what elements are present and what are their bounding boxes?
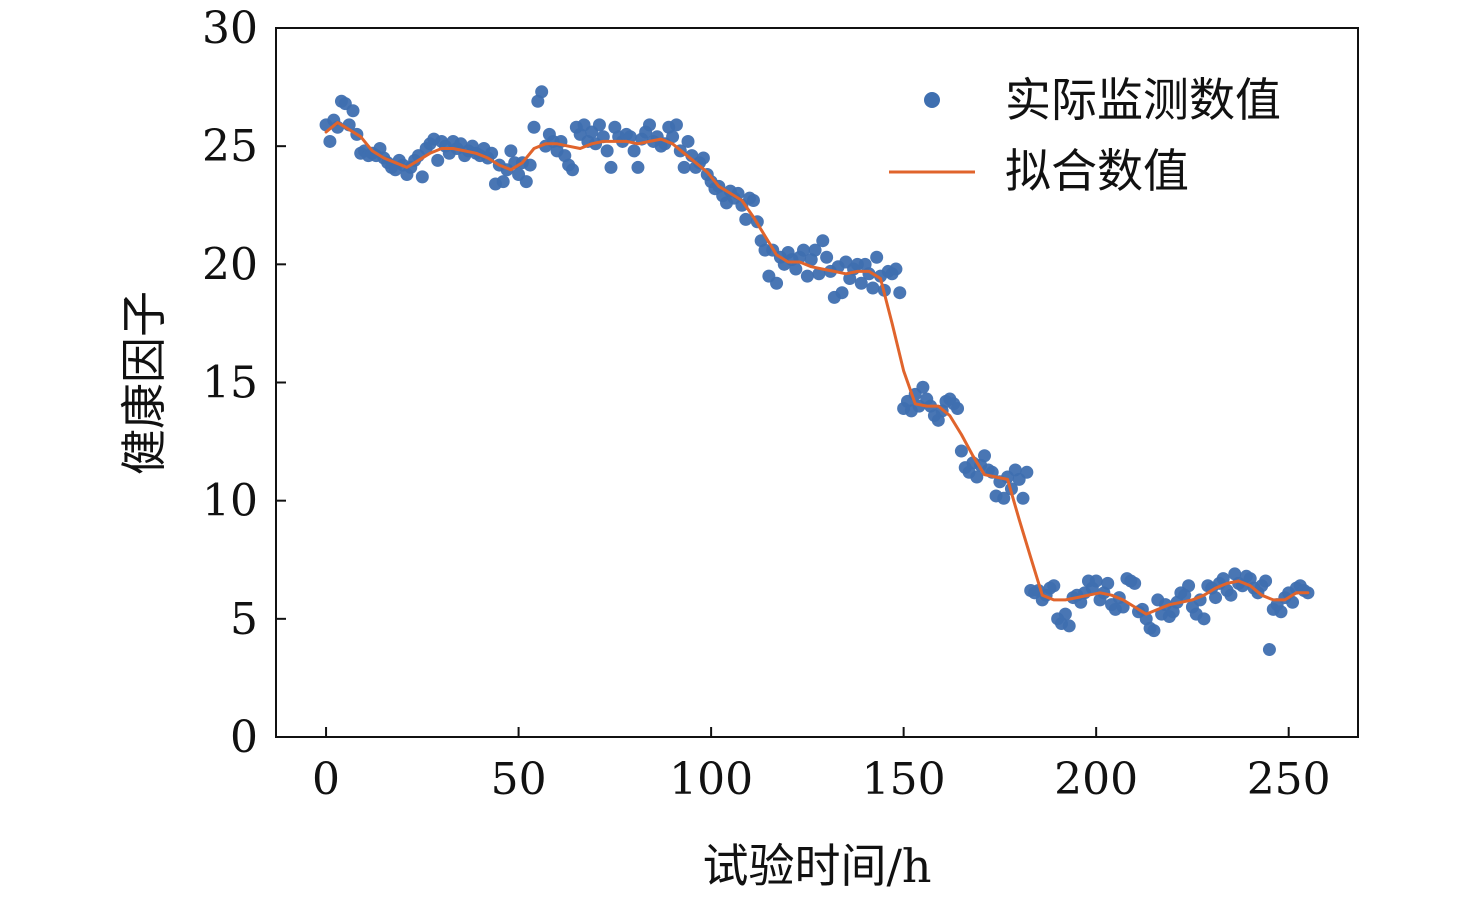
scatter-point <box>535 85 549 99</box>
scatter-point <box>951 401 965 415</box>
legend-scatter-marker <box>924 92 940 108</box>
scatter-point <box>866 281 880 295</box>
scatter-point <box>1020 465 1034 479</box>
scatter-point <box>854 276 868 290</box>
scatter-point <box>739 212 753 226</box>
scatter-point <box>623 130 637 144</box>
y-tick-label: 25 <box>202 121 258 172</box>
scatter-point <box>1047 579 1061 593</box>
scatter-point <box>1209 591 1223 605</box>
scatter-point <box>835 286 849 300</box>
scatter-point <box>431 153 445 167</box>
scatter-point <box>889 262 903 276</box>
scatter-point <box>1259 574 1273 588</box>
y-tick-label: 10 <box>202 476 258 527</box>
scatter-point <box>1062 619 1076 633</box>
scatter-point <box>504 144 518 158</box>
scatter-point <box>496 175 510 189</box>
legend: 实际监测数值 拟合数值 <box>889 73 1281 198</box>
scatter-point <box>1116 600 1130 614</box>
scatter-point <box>1197 612 1211 626</box>
scatter-point <box>1286 595 1300 609</box>
scatter-point <box>1147 624 1161 638</box>
scatter-point <box>677 160 691 174</box>
scatter-point <box>870 250 884 264</box>
scatter-point <box>669 118 683 132</box>
y-tick-label: 15 <box>202 358 258 409</box>
scatter-point <box>1216 572 1230 586</box>
scatter-point <box>631 160 645 174</box>
x-tick-label: 150 <box>862 754 946 805</box>
scatter-point <box>523 158 537 172</box>
scatter-point <box>323 134 337 148</box>
scatter-point <box>954 444 968 458</box>
scatter-point <box>808 243 822 257</box>
legend-scatter-label: 实际监测数值 <box>1005 73 1281 127</box>
scatter-point <box>997 491 1011 505</box>
scatter-point <box>1128 576 1142 590</box>
scatter-point <box>1224 588 1238 602</box>
scatter-point <box>1274 605 1288 619</box>
scatter-point <box>681 134 695 148</box>
plot-area-frame <box>275 27 1359 738</box>
tick-layer: 0 50 100 150 200 250 0 5 10 15 20 25 30 <box>202 3 1331 805</box>
scatter-point <box>1101 576 1115 590</box>
y-tick-label: 5 <box>230 594 258 645</box>
scatter-point <box>415 170 429 184</box>
scatter-point <box>627 144 641 158</box>
x-tick-label: 100 <box>669 754 753 805</box>
scatter-point <box>666 130 680 144</box>
x-axis-title: 试验时间/h <box>702 839 931 893</box>
scatter-point <box>770 276 784 290</box>
scatter-point <box>1016 491 1030 505</box>
scatter-point <box>1262 643 1276 657</box>
scatter-point <box>746 194 760 208</box>
x-tick-label: 50 <box>491 754 547 805</box>
scatter-point <box>1089 574 1103 588</box>
scatter-point <box>820 250 834 264</box>
scatter-point <box>527 120 541 134</box>
scatter-point <box>600 144 614 158</box>
scatter-point <box>485 146 499 160</box>
scatter-point <box>812 267 826 281</box>
scatter-point <box>893 286 907 300</box>
scatter-point <box>346 104 360 118</box>
line-layer <box>324 121 1310 616</box>
scatter-point <box>565 163 579 177</box>
x-tick-label: 0 <box>312 754 340 805</box>
scatter-point <box>977 449 991 463</box>
fit-line <box>324 121 1310 616</box>
scatter-point <box>800 269 814 283</box>
y-tick-label: 0 <box>230 712 258 763</box>
scatter-point <box>643 118 657 132</box>
y-tick-label: 20 <box>202 239 258 290</box>
scatter-point <box>696 151 710 165</box>
scatter-point <box>1058 607 1072 621</box>
legend-line-label: 拟合数值 <box>1005 144 1189 198</box>
scatter-point <box>970 470 984 484</box>
scatter-point <box>916 380 930 394</box>
scatter-point <box>604 160 618 174</box>
scatter-point <box>789 262 803 276</box>
scatter-point <box>797 243 811 257</box>
y-tick-label: 30 <box>202 3 258 54</box>
x-tick-label: 200 <box>1054 754 1138 805</box>
scatter-point <box>1182 579 1196 593</box>
scatter-point <box>816 234 830 248</box>
x-tick-label: 250 <box>1247 754 1331 805</box>
scatter-point <box>592 118 606 132</box>
scatter-point <box>519 175 533 189</box>
y-axis-title: 健康因子 <box>117 291 171 475</box>
